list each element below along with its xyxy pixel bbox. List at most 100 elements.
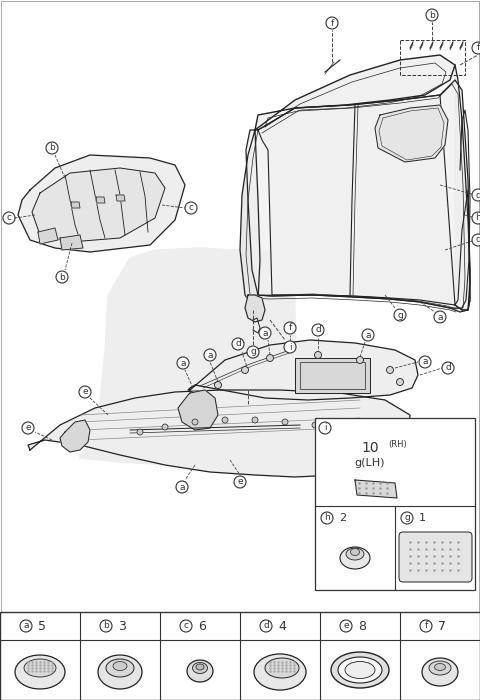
Circle shape: [419, 356, 431, 368]
Circle shape: [314, 351, 322, 358]
Circle shape: [79, 386, 91, 398]
Circle shape: [426, 9, 438, 21]
Text: c: c: [183, 622, 189, 631]
Circle shape: [234, 476, 246, 488]
Text: 6: 6: [198, 620, 206, 633]
Polygon shape: [71, 202, 80, 208]
Text: h: h: [475, 214, 480, 223]
Polygon shape: [240, 130, 260, 305]
Circle shape: [222, 417, 228, 423]
Ellipse shape: [331, 652, 389, 688]
Text: a: a: [179, 482, 185, 491]
Circle shape: [176, 481, 188, 493]
Polygon shape: [355, 480, 397, 498]
Circle shape: [20, 620, 32, 632]
Ellipse shape: [429, 661, 451, 675]
Ellipse shape: [345, 662, 375, 678]
Circle shape: [386, 367, 394, 374]
Circle shape: [162, 424, 168, 430]
Ellipse shape: [106, 659, 134, 677]
Ellipse shape: [187, 660, 213, 682]
Text: c: c: [189, 204, 193, 213]
Circle shape: [420, 620, 432, 632]
Bar: [400, 40, 465, 75]
Circle shape: [241, 367, 249, 374]
Circle shape: [266, 354, 274, 361]
Text: (RH): (RH): [388, 440, 407, 449]
Text: 7: 7: [438, 620, 446, 633]
Circle shape: [259, 327, 271, 339]
Text: f: f: [424, 622, 428, 631]
Circle shape: [401, 512, 413, 524]
Circle shape: [337, 427, 343, 433]
Text: 4: 4: [278, 620, 286, 633]
Circle shape: [442, 362, 454, 374]
Polygon shape: [116, 195, 125, 201]
Circle shape: [321, 512, 333, 524]
Circle shape: [357, 356, 363, 363]
Circle shape: [232, 338, 244, 350]
Circle shape: [137, 429, 143, 435]
Circle shape: [177, 357, 189, 369]
Bar: [300, 362, 365, 389]
Text: d: d: [263, 622, 269, 631]
Text: d: d: [315, 326, 321, 335]
Text: g: g: [250, 347, 256, 356]
Polygon shape: [80, 248, 310, 470]
Ellipse shape: [340, 547, 370, 569]
Text: g: g: [397, 311, 403, 319]
Text: b: b: [49, 144, 55, 153]
Text: f: f: [476, 43, 480, 52]
Circle shape: [260, 620, 272, 632]
Bar: [295, 358, 370, 393]
Circle shape: [434, 311, 446, 323]
Ellipse shape: [338, 657, 382, 683]
FancyBboxPatch shape: [399, 532, 472, 582]
Polygon shape: [60, 235, 83, 250]
Text: 8: 8: [358, 620, 366, 633]
Circle shape: [247, 346, 259, 358]
Text: b: b: [59, 272, 65, 281]
Ellipse shape: [350, 549, 360, 556]
Text: f: f: [288, 323, 292, 332]
Text: a: a: [207, 351, 213, 360]
Ellipse shape: [113, 662, 127, 671]
Circle shape: [312, 422, 318, 428]
Polygon shape: [375, 105, 448, 162]
Text: 1: 1: [419, 513, 426, 523]
Polygon shape: [60, 420, 90, 452]
Polygon shape: [96, 197, 105, 203]
Circle shape: [282, 419, 288, 425]
Bar: [315, 418, 475, 590]
Text: e: e: [25, 424, 31, 433]
Text: a: a: [437, 312, 443, 321]
Polygon shape: [32, 168, 165, 242]
Polygon shape: [255, 55, 455, 130]
Bar: [0, 612, 480, 700]
Circle shape: [180, 620, 192, 632]
Text: e: e: [343, 622, 349, 631]
Circle shape: [472, 42, 480, 54]
Text: 5: 5: [38, 620, 46, 633]
Text: a: a: [422, 358, 428, 367]
Text: a: a: [262, 328, 268, 337]
Text: i: i: [324, 424, 326, 433]
Circle shape: [472, 234, 480, 246]
Text: d: d: [475, 235, 480, 244]
Text: c: c: [7, 214, 12, 223]
Text: h: h: [324, 514, 330, 522]
Circle shape: [362, 329, 374, 341]
Text: f: f: [330, 18, 334, 27]
Text: a: a: [365, 330, 371, 340]
Circle shape: [394, 309, 406, 321]
Ellipse shape: [98, 655, 142, 689]
Circle shape: [312, 324, 324, 336]
Circle shape: [215, 382, 221, 388]
Text: a: a: [180, 358, 186, 368]
Circle shape: [3, 212, 15, 224]
Ellipse shape: [422, 658, 458, 686]
Text: g: g: [404, 514, 410, 522]
Circle shape: [396, 379, 404, 386]
Polygon shape: [246, 80, 470, 312]
Ellipse shape: [15, 655, 65, 689]
